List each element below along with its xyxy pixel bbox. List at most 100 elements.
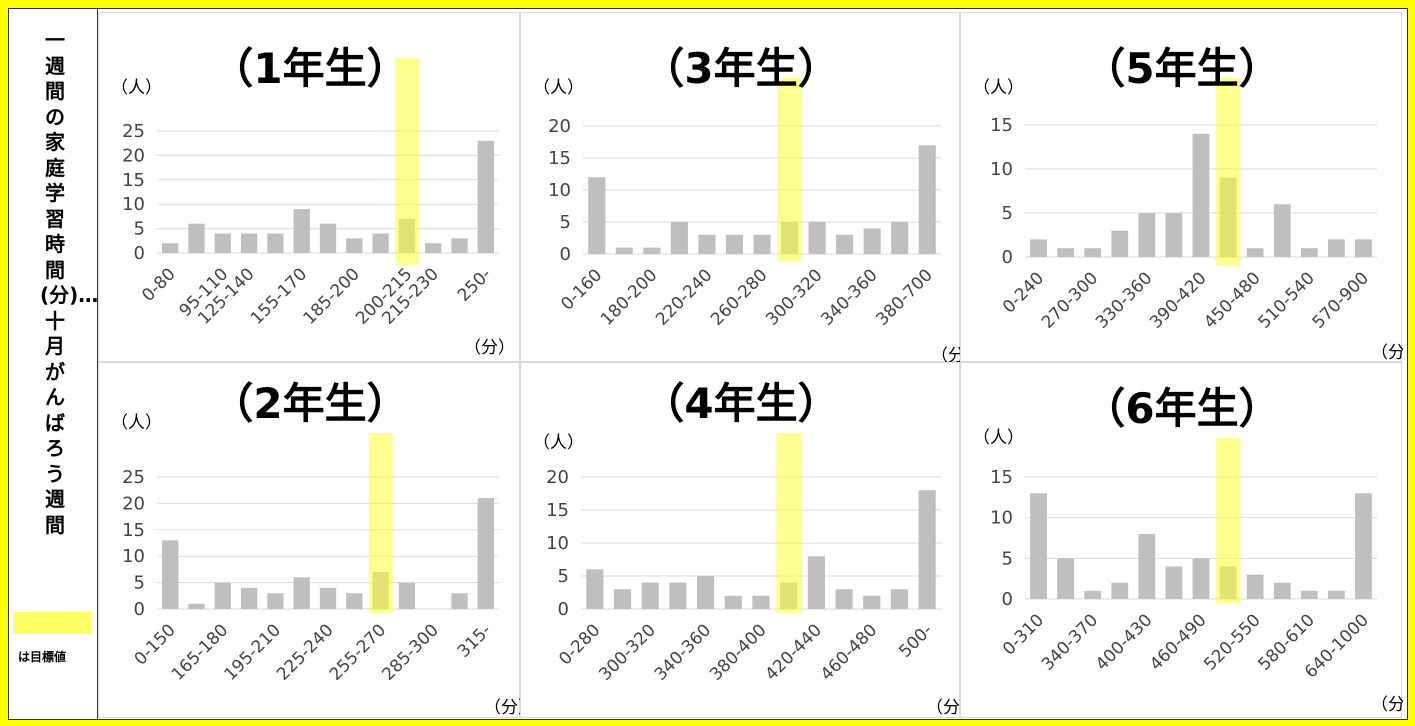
bar [188,603,205,609]
x-tick-label: 380-400 [706,620,770,684]
chart-panel: 0 5 10 15 0-310 340-370 400-430 460-490 520-550 5… [960,362,1415,718]
x-axis-label: （分） [1371,343,1403,363]
target-highlight [1215,78,1241,266]
bar [319,587,337,609]
bar [1084,248,1102,257]
y-tick-label: 0 [1002,589,1013,610]
y-tick-label: 10 [546,533,569,554]
x-tick-label: 340-360 [817,265,881,329]
bar [613,589,632,609]
x-tick-label: 260-280 [707,265,771,329]
bar [240,233,258,253]
bar [293,209,310,253]
chart-svg: 0 5 10 15 20 0-160180-200220-240260-280300-32… [533,44,982,366]
sidebar: 一週間の家庭学習時間(分)…十月がんばろう週間 [8,8,98,720]
y-tick-label: 15 [990,467,1013,488]
bar [1192,133,1210,257]
bar [267,233,284,253]
y-axis-label: （人） [533,78,584,98]
x-tick-label: 315- [454,620,495,661]
bar [398,582,416,609]
y-tick-label: 20 [546,467,569,488]
x-tick-label: 225-240 [273,620,337,684]
chart-title: （5年生） [1083,44,1280,93]
chart-svg: 0510150-310340-370400-430460-490520-5505… [973,384,1415,715]
x-tick-label: 180-200 [597,265,661,329]
bar [1355,493,1372,599]
bar [891,222,909,254]
y-tick-label: 0 [134,243,145,264]
bar [1327,239,1345,257]
bar [477,140,495,253]
y-tick-label: 0 [558,599,569,620]
x-tick-label: 285-300 [378,620,442,684]
chart-title: （2年生） [211,379,408,428]
y-tick-label: 5 [1002,548,1013,569]
y-tick-label: 10 [548,180,571,201]
bar [697,576,715,609]
y-tick-label: 20 [548,116,571,137]
x-tick-label: 300-320 [762,265,826,329]
bar [346,593,363,609]
y-tick-label: 5 [558,566,569,587]
bar [1084,590,1102,599]
x-tick-label: 420-440 [762,620,826,684]
bar [670,222,688,254]
x-tick-label: 250- [454,264,495,305]
bar [863,595,881,609]
bar [267,593,284,609]
y-tick-label: 15 [122,520,145,541]
bar [698,234,716,254]
x-tick-label: 0-280 [555,620,604,669]
bar [1030,239,1047,257]
bar [1246,574,1264,599]
y-tick-label: 25 [122,467,145,488]
x-tick-label: 510-540 [1254,268,1318,332]
target-highlight [395,58,419,265]
chart-panel: 0 5 10 15 20 25 0-80 95-110 125-140 155-170 185-20… [98,12,520,362]
x-tick-label: 255-270 [326,620,390,684]
x-axis-label: （分） [926,698,961,718]
vertical-title: 一週間の家庭学習時間(分)…十月がんばろう週間 [40,28,99,537]
y-tick-label: 15 [546,500,569,521]
x-tick-label: 460-480 [817,620,881,684]
x-tick-label: 0-240 [999,268,1048,317]
bar [451,238,468,253]
y-tick-label: 10 [990,508,1013,529]
x-tick-label: 400-430 [1092,610,1156,674]
bar [1165,566,1183,599]
y-tick-label: 10 [990,159,1013,180]
y-tick-label: 15 [122,170,145,191]
bar [346,238,363,253]
bar [240,587,258,609]
bar [293,577,310,609]
y-tick-label: 0 [134,599,145,620]
bar [808,222,826,254]
bar [477,498,495,609]
chart-svg: 05101520250-8095-110125-140155-170185-20… [111,44,515,358]
bar [451,593,468,609]
chart-title: （3年生） [642,44,839,93]
chart-panel: 0 5 10 15 0-240 270-300 330-360 390-420 450-480 5… [960,12,1415,363]
bar [1300,248,1318,257]
bar [1246,248,1264,257]
x-tick-label: 195-210 [221,620,285,684]
x-tick-label: 0-160 [557,265,606,314]
bar [836,234,854,254]
x-tick-label: 340-360 [651,620,715,684]
chart-title: （4年生） [642,379,839,428]
bar [725,234,743,254]
chart-title: （6年生） [1083,384,1280,433]
x-tick-label: 270-300 [1038,268,1102,332]
bar [161,540,179,609]
x-tick-label: 0-150 [131,620,180,669]
bar [615,247,633,254]
y-tick-label: 5 [1002,203,1013,224]
x-axis-label: （分） [931,346,961,363]
chart-svg: 0 5 10 15 20 25 0-150165-180195-210225-240255-… [111,379,535,718]
bar [1030,493,1047,599]
x-tick-label: 185-200 [299,264,363,328]
x-axis-label: （分） [484,698,521,718]
bar [1300,590,1318,599]
